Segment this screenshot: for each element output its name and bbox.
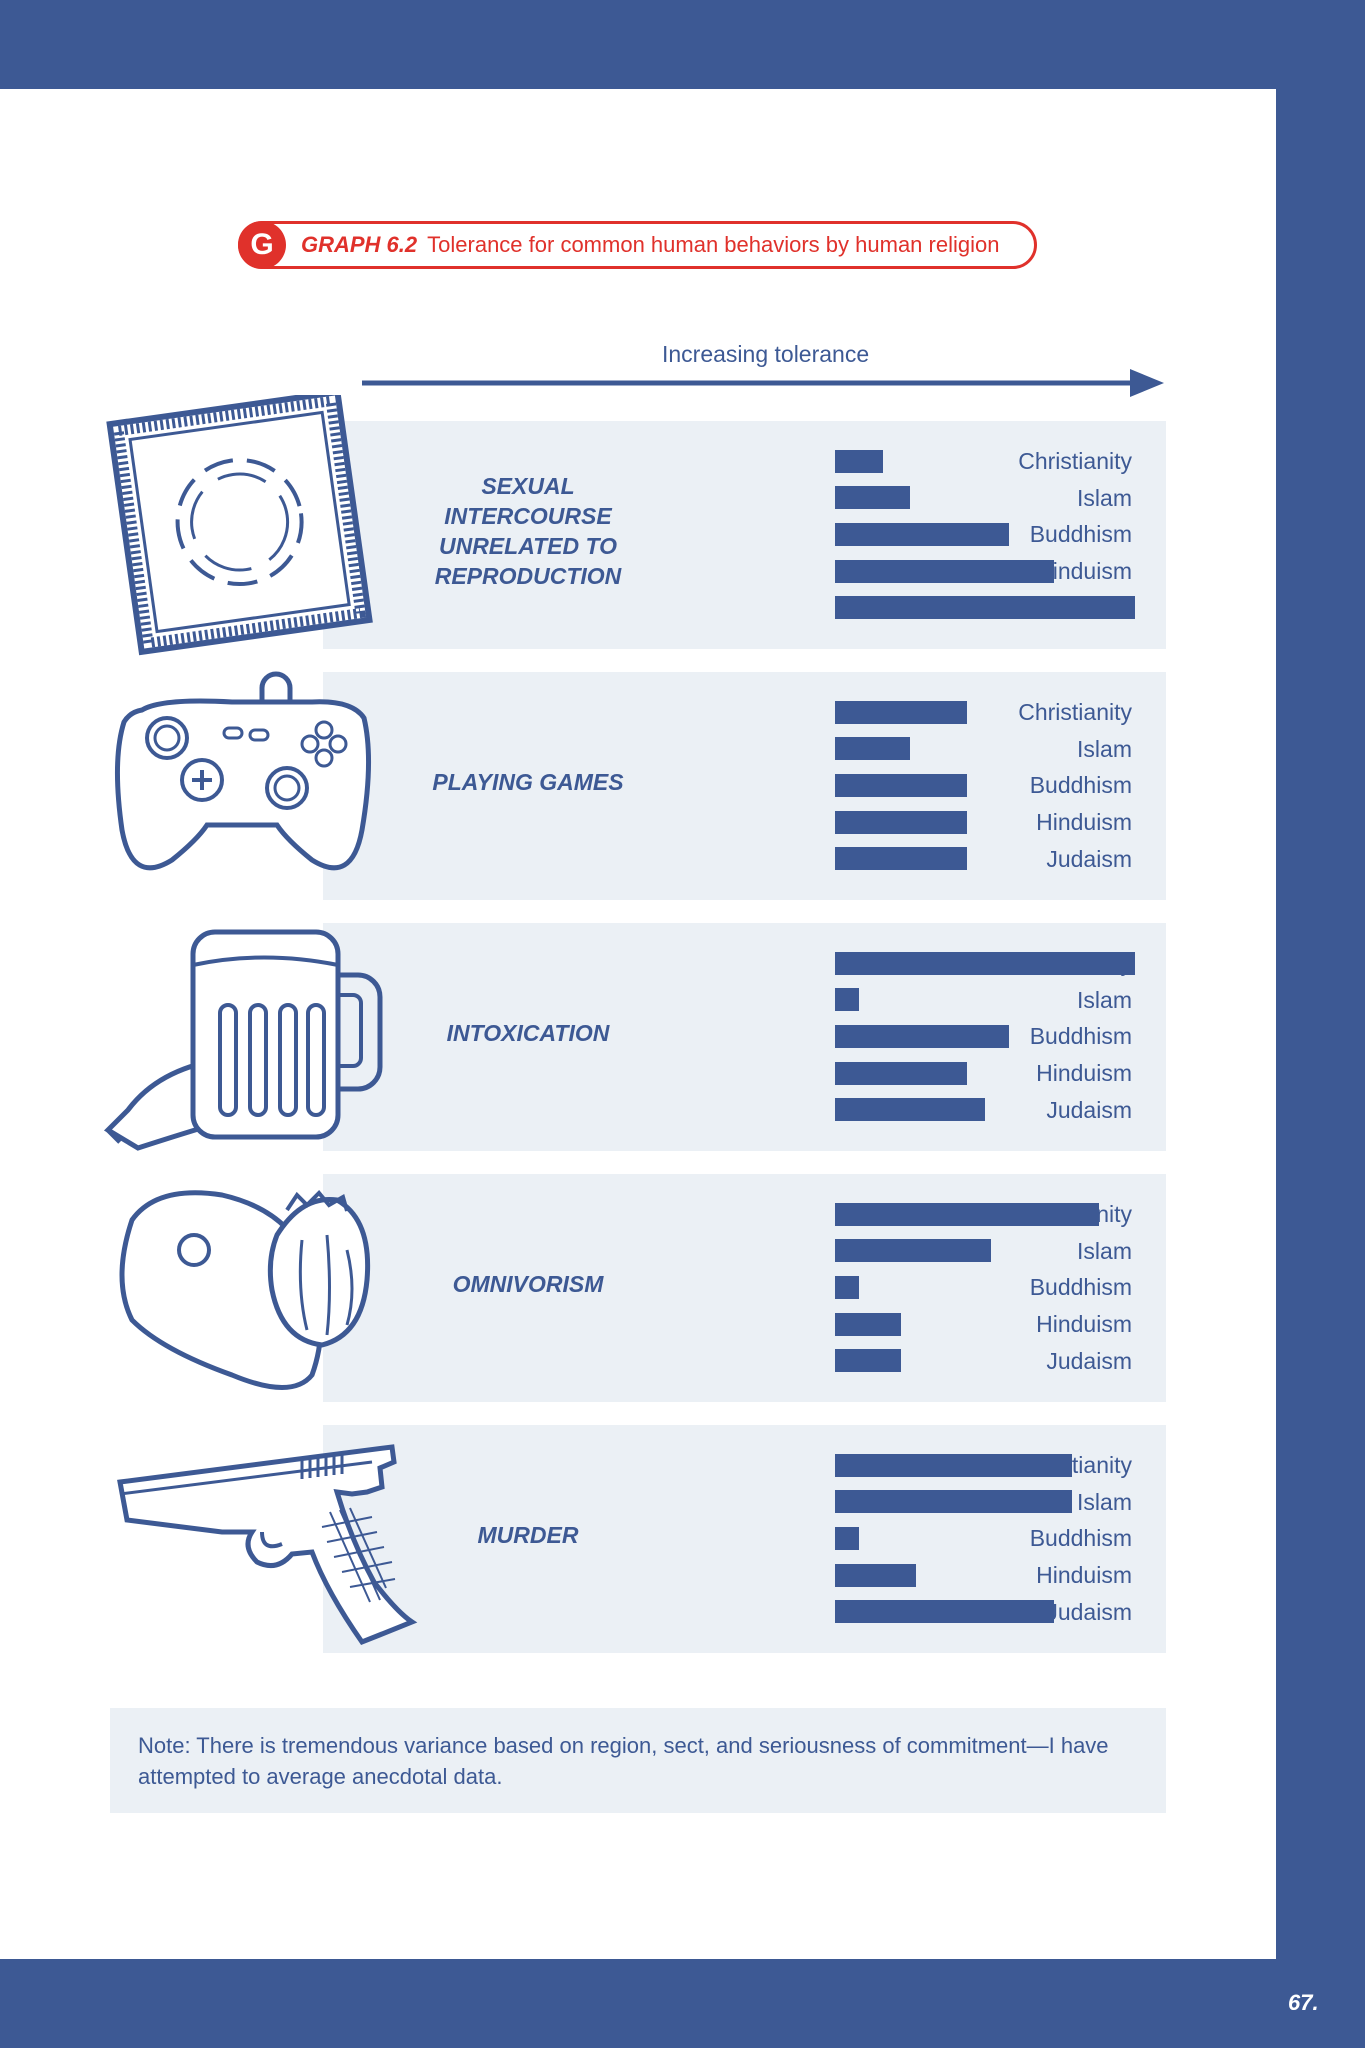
religion-label: Hinduism <box>1036 1060 1132 1087</box>
bar-hinduism <box>835 1563 916 1587</box>
religion-label: Islam <box>1077 1237 1132 1264</box>
bar-buddhism <box>835 522 1009 546</box>
bar-hinduism <box>835 1061 967 1085</box>
game-controller-icon <box>114 671 372 871</box>
religion-label: Christianity <box>1018 448 1132 474</box>
behavior-label: OMNIVORISM <box>323 1269 733 1299</box>
bar-islam <box>835 1239 991 1263</box>
bar-islam <box>835 486 910 510</box>
behavior-panel: INTOXICATIONChristianityIslamBuddhismHin… <box>323 923 1166 1151</box>
handgun-icon <box>117 1444 418 1646</box>
bar-islam <box>835 988 859 1012</box>
bar-judaism <box>835 847 967 871</box>
axis-label: Increasing tolerance <box>662 341 870 367</box>
bar-christianity <box>835 951 1135 975</box>
bar-buddhism <box>835 1024 1009 1048</box>
bar-hinduism <box>835 810 967 834</box>
religion-label: Judaism <box>1046 845 1132 872</box>
religion-label: Islam <box>1077 986 1132 1013</box>
religion-label: Islam <box>1077 735 1132 762</box>
bar-christianity <box>835 1202 1099 1226</box>
religion-label: Buddhism <box>1029 521 1132 548</box>
religion-label: Buddhism <box>1029 1525 1132 1552</box>
religion-label: Islam <box>1077 484 1132 511</box>
religion-label: Judaism <box>1046 1096 1132 1123</box>
bar-judaism <box>835 1600 1054 1624</box>
bar-christianity <box>835 1453 1072 1477</box>
behavior-panel: OMNIVORISMChristianityIslamBuddhismHindu… <box>323 1174 1166 1402</box>
bar-islam <box>835 737 910 761</box>
bar-buddhism <box>835 1526 859 1550</box>
religion-label: Buddhism <box>1029 1023 1132 1050</box>
behavior-label-line: SEXUAL <box>481 473 575 499</box>
graph-title: Tolerance for common human behaviors by … <box>427 232 1000 257</box>
religion-label: Buddhism <box>1029 772 1132 799</box>
religion-label: Judaism <box>1046 1598 1132 1625</box>
religion-label: Buddhism <box>1029 1274 1132 1301</box>
bar-buddhism <box>835 1275 859 1299</box>
condom-icon <box>106 395 373 656</box>
behavior-label-line: MURDER <box>477 1522 579 1548</box>
bar-hinduism <box>835 559 1054 583</box>
religion-label: Christianity <box>1018 699 1132 725</box>
bar-islam <box>835 1490 1072 1514</box>
behavior-label-line: UNRELATED TO <box>438 533 618 559</box>
bar-buddhism <box>835 773 967 797</box>
beer-mug-icon <box>103 929 383 1151</box>
graph-title-line: GRAPH 6.2 Tolerance for common human beha… <box>301 232 999 258</box>
bar-hinduism <box>835 1312 901 1336</box>
behavior-label-line: PLAYING GAMES <box>432 769 624 795</box>
behavior-label: INTOXICATION <box>323 1018 733 1048</box>
religion-label: Islam <box>1077 1488 1132 1515</box>
bar-christianity <box>835 700 967 724</box>
behavior-label-line: OMNIVORISM <box>452 1271 604 1297</box>
behavior-panel: PLAYING GAMES Christianity Islam Buddhism Hi… <box>323 672 1166 900</box>
religion-label: Hinduism <box>1036 1311 1132 1338</box>
behavior-panel: SEXUAL INTERCOURSE UNRELATED TO REPRODUCTIO… <box>323 421 1166 649</box>
meat-and-lettuce-icon <box>119 1190 371 1390</box>
behavior-label: SEXUAL INTERCOURSE UNRELATED TO REPRODUCTIO… <box>323 471 733 591</box>
graph-badge: G <box>238 221 286 269</box>
page-number: 67. <box>1288 1990 1319 2015</box>
tolerance-arrow <box>362 369 1164 397</box>
bar-judaism <box>835 1098 985 1122</box>
religion-label: Hinduism <box>1036 809 1132 836</box>
footnote: Note: There is tremendous variance based… <box>110 1708 1166 1813</box>
graph-number: GRAPH 6.2 <box>301 232 418 257</box>
behavior-panel: MURDER Christianity Islam Buddhism Hinduism J… <box>323 1425 1166 1653</box>
bar-judaism <box>835 1349 901 1373</box>
behavior-label-line: INTOXICATION <box>446 1020 610 1046</box>
bar-judaism <box>835 596 1135 620</box>
behavior-label: PLAYING GAMES <box>323 767 733 797</box>
religion-label: Judaism <box>1046 1347 1132 1374</box>
graph-header: G GRAPH 6.2 Tolerance for common human be… <box>238 221 1037 269</box>
bar-christianity <box>835 449 883 473</box>
behavior-label-line: INTERCOURSE <box>444 503 612 529</box>
behavior-label: MURDER <box>323 1520 733 1550</box>
behavior-label-line: REPRODUCTION <box>434 563 622 589</box>
religion-label: Hinduism <box>1036 1562 1132 1589</box>
